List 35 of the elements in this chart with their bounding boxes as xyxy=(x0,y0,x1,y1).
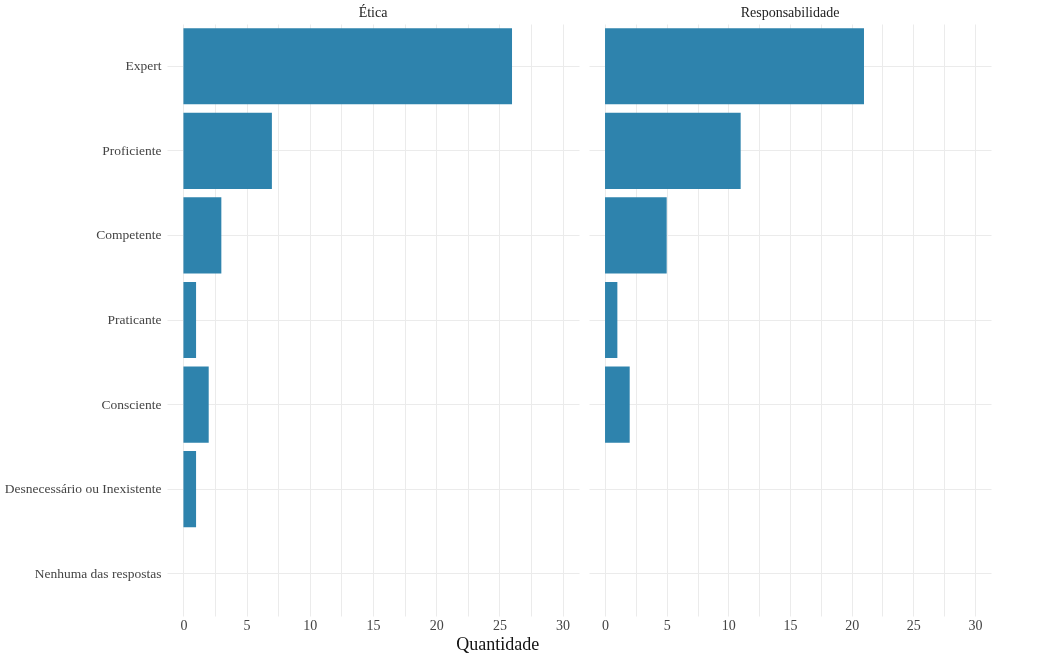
bar xyxy=(183,451,197,528)
x-tick-label: 30 xyxy=(968,617,983,633)
y-tick-label: Desnecessário ou Inexistente xyxy=(4,481,162,497)
x-tick-label: 15 xyxy=(366,617,381,633)
bar xyxy=(605,366,630,443)
bar xyxy=(605,197,667,274)
x-tick-label: 30 xyxy=(556,617,571,633)
x-tick-label: 10 xyxy=(721,617,736,633)
chart-title: Responsabilidade xyxy=(740,5,840,20)
x-axis-title: Quantidade xyxy=(456,634,540,654)
x-tick-label: 0 xyxy=(180,617,188,633)
bar xyxy=(183,197,222,274)
y-tick-label: Proficiente xyxy=(102,142,162,158)
x-tick-label: 20 xyxy=(429,617,444,633)
x-tick-label: 20 xyxy=(845,617,860,633)
y-tick-label: Expert xyxy=(125,58,162,74)
x-tick-label: 10 xyxy=(303,617,318,633)
x-tick-label: 25 xyxy=(906,617,921,633)
bar xyxy=(605,112,741,189)
y-tick-label: Consciente xyxy=(101,396,162,412)
chart-title: Ética xyxy=(358,4,389,20)
bar xyxy=(605,281,618,359)
x-tick-label: 5 xyxy=(663,617,671,633)
x-tick-label: 0 xyxy=(602,617,610,633)
y-tick-label: Praticante xyxy=(107,312,162,327)
y-tick-label: Competente xyxy=(96,227,162,243)
bar xyxy=(605,28,864,105)
bar xyxy=(183,366,209,443)
x-tick-label: 25 xyxy=(492,617,507,633)
x-tick-label: 15 xyxy=(783,617,798,633)
bar xyxy=(183,112,272,189)
bar xyxy=(183,28,513,105)
bar xyxy=(183,281,197,359)
y-tick-label: Nenhuma das respostas xyxy=(34,565,162,581)
x-tick-label: 5 xyxy=(243,617,251,633)
